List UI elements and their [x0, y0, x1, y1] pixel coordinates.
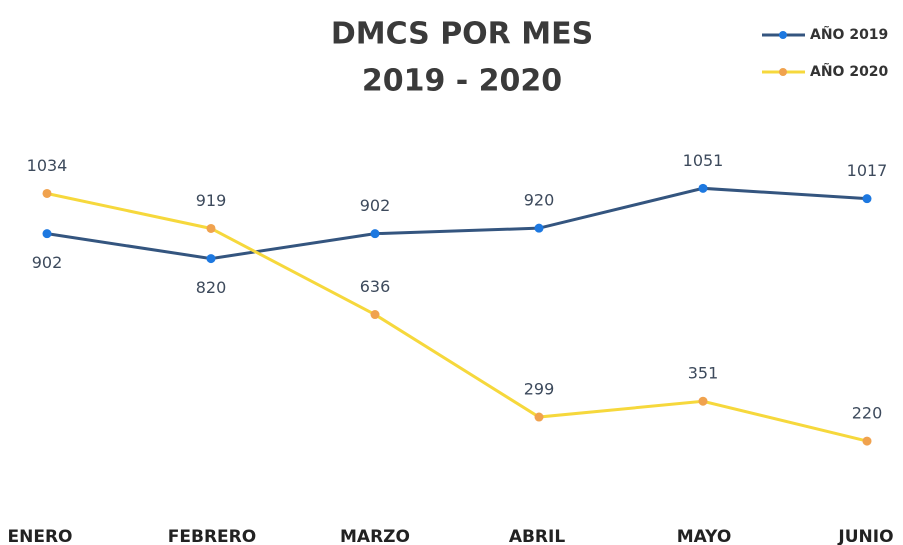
data-label: 919 [196, 191, 227, 210]
x-tick-label: FEBRERO [168, 527, 256, 545]
legend-label: AÑO 2020 [810, 63, 889, 80]
legend-marker [779, 68, 787, 76]
point [862, 436, 872, 446]
point [534, 223, 544, 233]
data-label: 299 [524, 380, 555, 399]
x-tick-label: MARZO [340, 527, 410, 545]
data-label: 636 [360, 277, 391, 296]
data-label: 351 [688, 364, 719, 383]
x-tick-label: JUNIO [837, 527, 893, 545]
point [370, 229, 380, 239]
series-line [46, 186, 868, 261]
x-tick-label: ENERO [8, 527, 73, 545]
point [698, 183, 708, 193]
point [370, 310, 380, 320]
point [206, 223, 216, 233]
chart-title: DMCS POR MES [331, 17, 593, 52]
point [42, 229, 52, 239]
point [534, 412, 544, 422]
data-label: 220 [852, 404, 883, 423]
point [42, 188, 52, 198]
data-label: 820 [196, 278, 227, 297]
data-label: 1034 [27, 156, 68, 175]
data-label: 1017 [847, 161, 888, 180]
data-label: 902 [32, 253, 63, 272]
point [862, 194, 872, 204]
x-tick-label: ABRIL [509, 527, 566, 545]
point [698, 396, 708, 406]
legend-marker [779, 31, 787, 39]
data-label: 1051 [683, 151, 724, 170]
chart-subtitle: 2019 - 2020 [362, 64, 562, 99]
series-line [46, 192, 868, 443]
data-label: 920 [524, 191, 555, 210]
data-label: 902 [360, 196, 391, 215]
legend-label: AÑO 2019 [810, 26, 888, 43]
point [206, 254, 216, 264]
x-tick-label: MAYO [677, 527, 732, 545]
